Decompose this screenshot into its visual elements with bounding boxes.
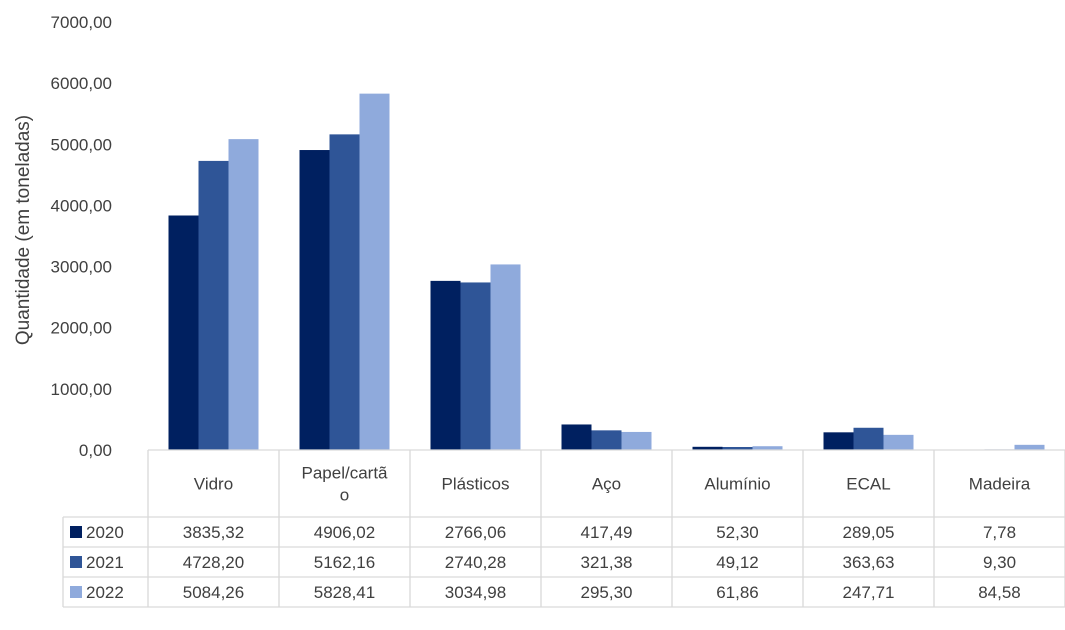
category-label: Alumínio (704, 475, 770, 494)
category-label: Papel/cartã (302, 464, 389, 483)
bar (360, 94, 390, 450)
data-table: Vidro Papel/cartã o Plásticos Aço Alumínio ECA… (63, 450, 1065, 607)
table-cell-value: 9,30 (983, 553, 1016, 572)
legend-swatch (70, 526, 82, 538)
y-tick-label: 7000,00 (51, 13, 112, 32)
y-tick-label: 4000,00 (51, 196, 112, 215)
bar (1015, 445, 1045, 450)
table-cell-value: 321,38 (581, 553, 633, 572)
category-label: ECAL (846, 475, 890, 494)
y-tick-label: 5000,00 (51, 135, 112, 154)
bar (854, 428, 884, 450)
bar (169, 215, 199, 450)
table-cell-value: 3835,32 (183, 523, 244, 542)
legend-series-name: 2020 (86, 523, 124, 542)
bar (330, 134, 360, 450)
table-cell-value: 52,30 (716, 523, 759, 542)
table-cell-value: 5828,41 (314, 583, 375, 602)
bar (622, 432, 652, 450)
y-tick-label: 1000,00 (51, 380, 112, 399)
legend-swatch (70, 586, 82, 598)
bar (431, 281, 461, 450)
category-label: Madeira (969, 475, 1031, 494)
table-cell-value: 2740,28 (445, 553, 506, 572)
y-tick-label: 2000,00 (51, 319, 112, 338)
category-label: Plásticos (441, 475, 509, 494)
table-cell-value: 4728,20 (183, 553, 244, 572)
bar (592, 430, 622, 450)
y-tick-label: 0,00 (79, 441, 112, 460)
table-cell-value: 49,12 (716, 553, 759, 572)
table-cell-value: 247,71 (843, 583, 895, 602)
bar (562, 424, 592, 450)
bars (169, 94, 1045, 450)
y-axis-label: Quantidade (em toneladas) (13, 115, 34, 345)
bar (461, 282, 491, 450)
category-label: o (340, 486, 349, 505)
table-cell-value: 2766,06 (445, 523, 506, 542)
table-cell-value: 363,63 (843, 553, 895, 572)
bar (491, 264, 521, 450)
legend-series-name: 2022 (86, 583, 124, 602)
table-cell-value: 295,30 (581, 583, 633, 602)
table-cell-value: 84,58 (978, 583, 1021, 602)
y-tick-label: 3000,00 (51, 258, 112, 277)
table-cell-value: 61,86 (716, 583, 759, 602)
legend-swatch (70, 556, 82, 568)
table-cell-value: 417,49 (581, 523, 633, 542)
bar (199, 161, 229, 450)
category-label: Vidro (194, 475, 233, 494)
legend-series-name: 2021 (86, 553, 124, 572)
bar (300, 150, 330, 450)
table-cell-value: 5084,26 (183, 583, 244, 602)
table-cell-value: 5162,16 (314, 553, 375, 572)
bar (884, 435, 914, 450)
table-cell-value: 3034,98 (445, 583, 506, 602)
table-cell-value: 289,05 (843, 523, 895, 542)
y-tick-label: 6000,00 (51, 74, 112, 93)
table-cell-value: 7,78 (983, 523, 1016, 542)
y-axis: 0,00 1000,00 2000,00 3000,00 4000,00 5000,00 6… (51, 13, 112, 460)
category-label: Aço (592, 475, 621, 494)
bar (824, 432, 854, 450)
table-cell-value: 4906,02 (314, 523, 375, 542)
bar (229, 139, 259, 450)
